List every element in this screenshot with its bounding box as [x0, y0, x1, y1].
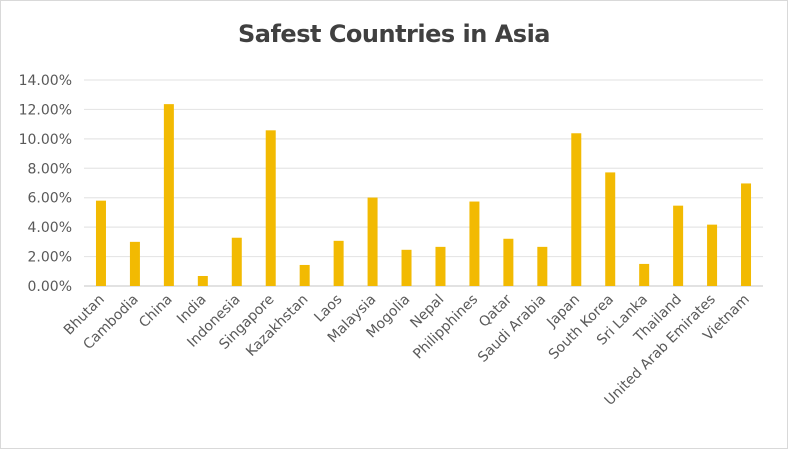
y-tick-label: 14.00%: [19, 73, 72, 89]
bar: [673, 205, 684, 286]
bar: [537, 246, 548, 286]
bar: [333, 240, 344, 286]
bar: [571, 133, 582, 286]
y-tick-label: 6.00%: [28, 191, 72, 207]
y-tick-label: 12.00%: [19, 102, 72, 118]
bar: [163, 104, 174, 286]
bar: [605, 172, 616, 286]
bar: [265, 130, 276, 286]
chart-title: Safest Countries in Asia: [238, 20, 551, 48]
bar: [435, 246, 446, 286]
bar: [469, 201, 480, 286]
y-tick-label: 10.00%: [19, 132, 72, 148]
bar: [367, 197, 378, 286]
bar: [129, 241, 140, 286]
bar: [197, 275, 208, 286]
bar: [401, 249, 412, 286]
y-tick-label: 2.00%: [28, 250, 72, 266]
bar: [503, 238, 514, 286]
x-tick-label: China: [136, 292, 176, 332]
y-tick-label: 4.00%: [28, 220, 72, 236]
bar: [95, 200, 106, 286]
bar: [231, 237, 242, 286]
bar: [639, 263, 650, 286]
bar: [741, 183, 752, 286]
y-tick-label: 0.00%: [28, 279, 72, 295]
bar: [707, 224, 718, 286]
y-tick-label: 8.00%: [28, 161, 72, 177]
bar: [299, 264, 310, 286]
